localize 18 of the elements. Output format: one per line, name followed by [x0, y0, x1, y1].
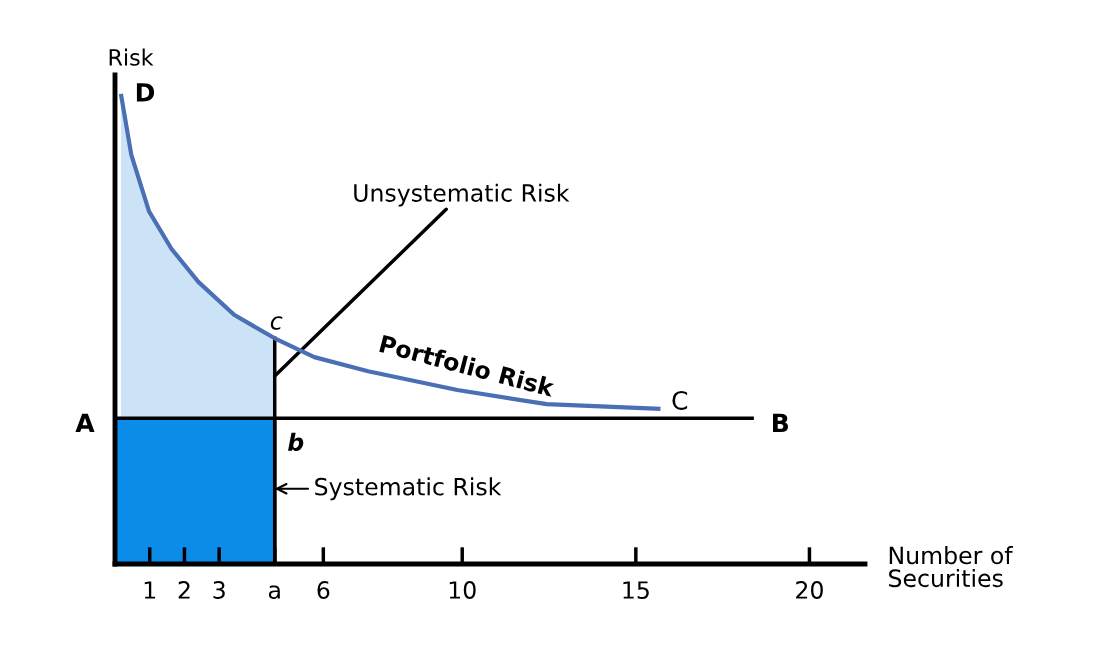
x-axis-title: Number of Securities [889, 546, 1014, 588]
x-tick-label: 3 [213, 581, 225, 599]
annotation: b [288, 432, 304, 452]
x-tick-label: 1 [144, 581, 156, 599]
annotation: C [672, 390, 688, 410]
annotation: B [773, 413, 789, 433]
x-tick-label: 6 [317, 581, 330, 599]
y-axis-title: Risk [109, 48, 154, 66]
x-tick-label: 10 [449, 581, 476, 599]
annotation: D [136, 83, 155, 102]
x-tick-label: 2 [178, 581, 190, 599]
annotation: c [270, 316, 283, 330]
annotation: Unsystematic Risk [354, 183, 570, 207]
x-tick-label: 15 [623, 581, 649, 599]
text: A [75, 413, 95, 433]
x-tick-label: 20 [796, 581, 823, 599]
annotation: Systematic Risk [315, 477, 502, 501]
x-tick-label: a [268, 585, 280, 599]
